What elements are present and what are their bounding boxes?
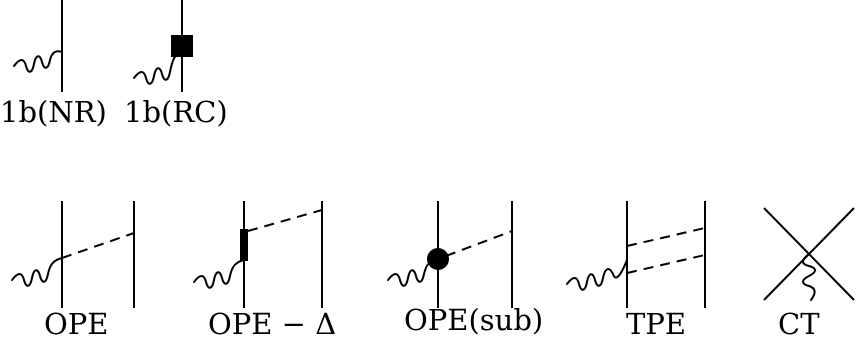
delta-propagator	[240, 229, 248, 261]
photon-wavy-line	[11, 257, 63, 287]
photon-wavy-line	[566, 259, 628, 291]
subtraction-vertex	[427, 248, 449, 270]
diagram-label: OPE − Δ	[208, 307, 336, 341]
photon-wavy-line	[802, 253, 816, 301]
diagram-label: CT	[778, 307, 820, 341]
diagram-ope-delta: OPE − Δ	[193, 201, 336, 341]
diagram-label: OPE(sub)	[404, 303, 543, 337]
diagram-1b-rc: 1b(RC)	[124, 0, 228, 129]
diagram-1b-nr: 1b(NR)	[0, 0, 107, 129]
relativistic-correction-vertex	[171, 35, 193, 57]
diagram-label: OPE	[44, 307, 108, 341]
photon-wavy-line	[13, 50, 63, 73]
diagram-label: 1b(RC)	[124, 95, 228, 129]
diagram-tpe: TPE	[566, 201, 706, 341]
pion-exchange-line	[247, 209, 323, 232]
diagram-label: 1b(NR)	[0, 95, 107, 129]
pion-exchange-line	[61, 232, 135, 259]
pion-exchange-line-lower	[626, 254, 706, 274]
pion-exchange-line	[445, 230, 513, 257]
diagram-label: TPE	[626, 307, 686, 341]
photon-wavy-line	[193, 259, 245, 289]
pion-exchange-line-upper	[626, 227, 706, 247]
diagram-ope: OPE	[11, 201, 135, 341]
diagram-ct: CT	[763, 207, 855, 341]
photon-wavy-line	[133, 53, 179, 85]
photon-wavy-line	[387, 261, 433, 287]
diagram-ope-sub: OPE(sub)	[387, 201, 543, 337]
